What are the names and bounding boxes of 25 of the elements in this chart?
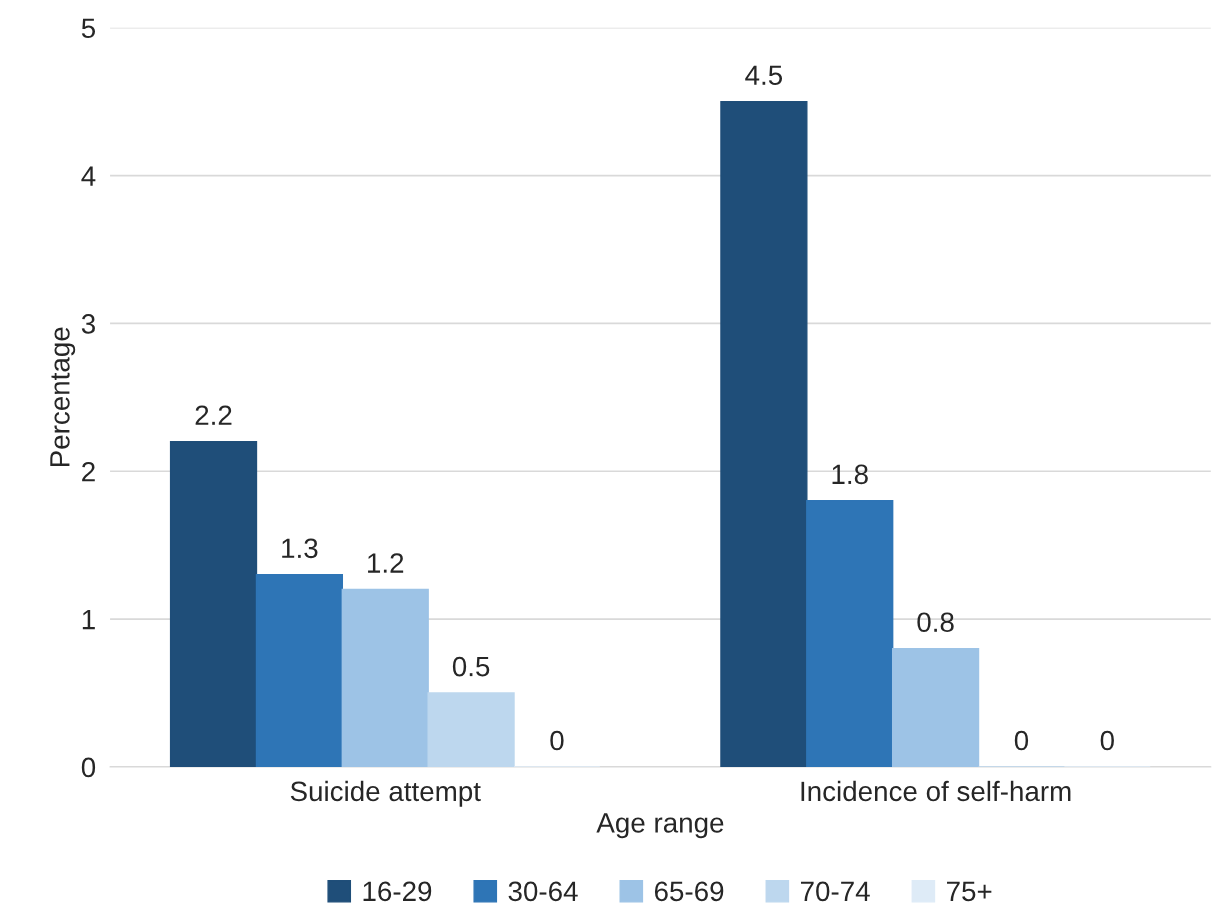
legend-label: 65-69	[654, 881, 724, 902]
data-label: 0.8	[917, 612, 954, 633]
legend-label: 30-64	[508, 881, 578, 902]
data-label: 0	[1014, 730, 1029, 751]
x-tick-label: Suicide attempt	[290, 780, 481, 807]
data-label: 0	[550, 730, 564, 751]
data-label: 0	[1100, 730, 1114, 751]
y-tick-label: 4	[81, 166, 96, 186]
x-tick-label: Incidence of self-harm	[801, 780, 1071, 802]
y-tick-label: 3	[81, 314, 95, 334]
y-axis-title: Percentage	[50, 327, 76, 467]
legend-label: 70-74	[800, 881, 870, 902]
y-tick-label: 1	[82, 610, 95, 630]
legend-label: 16-29	[363, 881, 432, 902]
y-tick-label: 2	[82, 461, 95, 482]
x-axis-title: Age range	[596, 813, 724, 839]
data-label: 2.2	[195, 405, 232, 425]
y-tick-label: 0	[81, 757, 96, 778]
data-label: 1.2	[368, 553, 404, 573]
data-label: 1.8	[832, 464, 868, 485]
data-label: 4.5	[745, 65, 783, 86]
data-label: 0.5	[452, 656, 490, 677]
y-tick-label: 5	[81, 18, 96, 39]
data-label: 1.3	[282, 538, 318, 559]
legend-label: 75+	[947, 881, 992, 902]
